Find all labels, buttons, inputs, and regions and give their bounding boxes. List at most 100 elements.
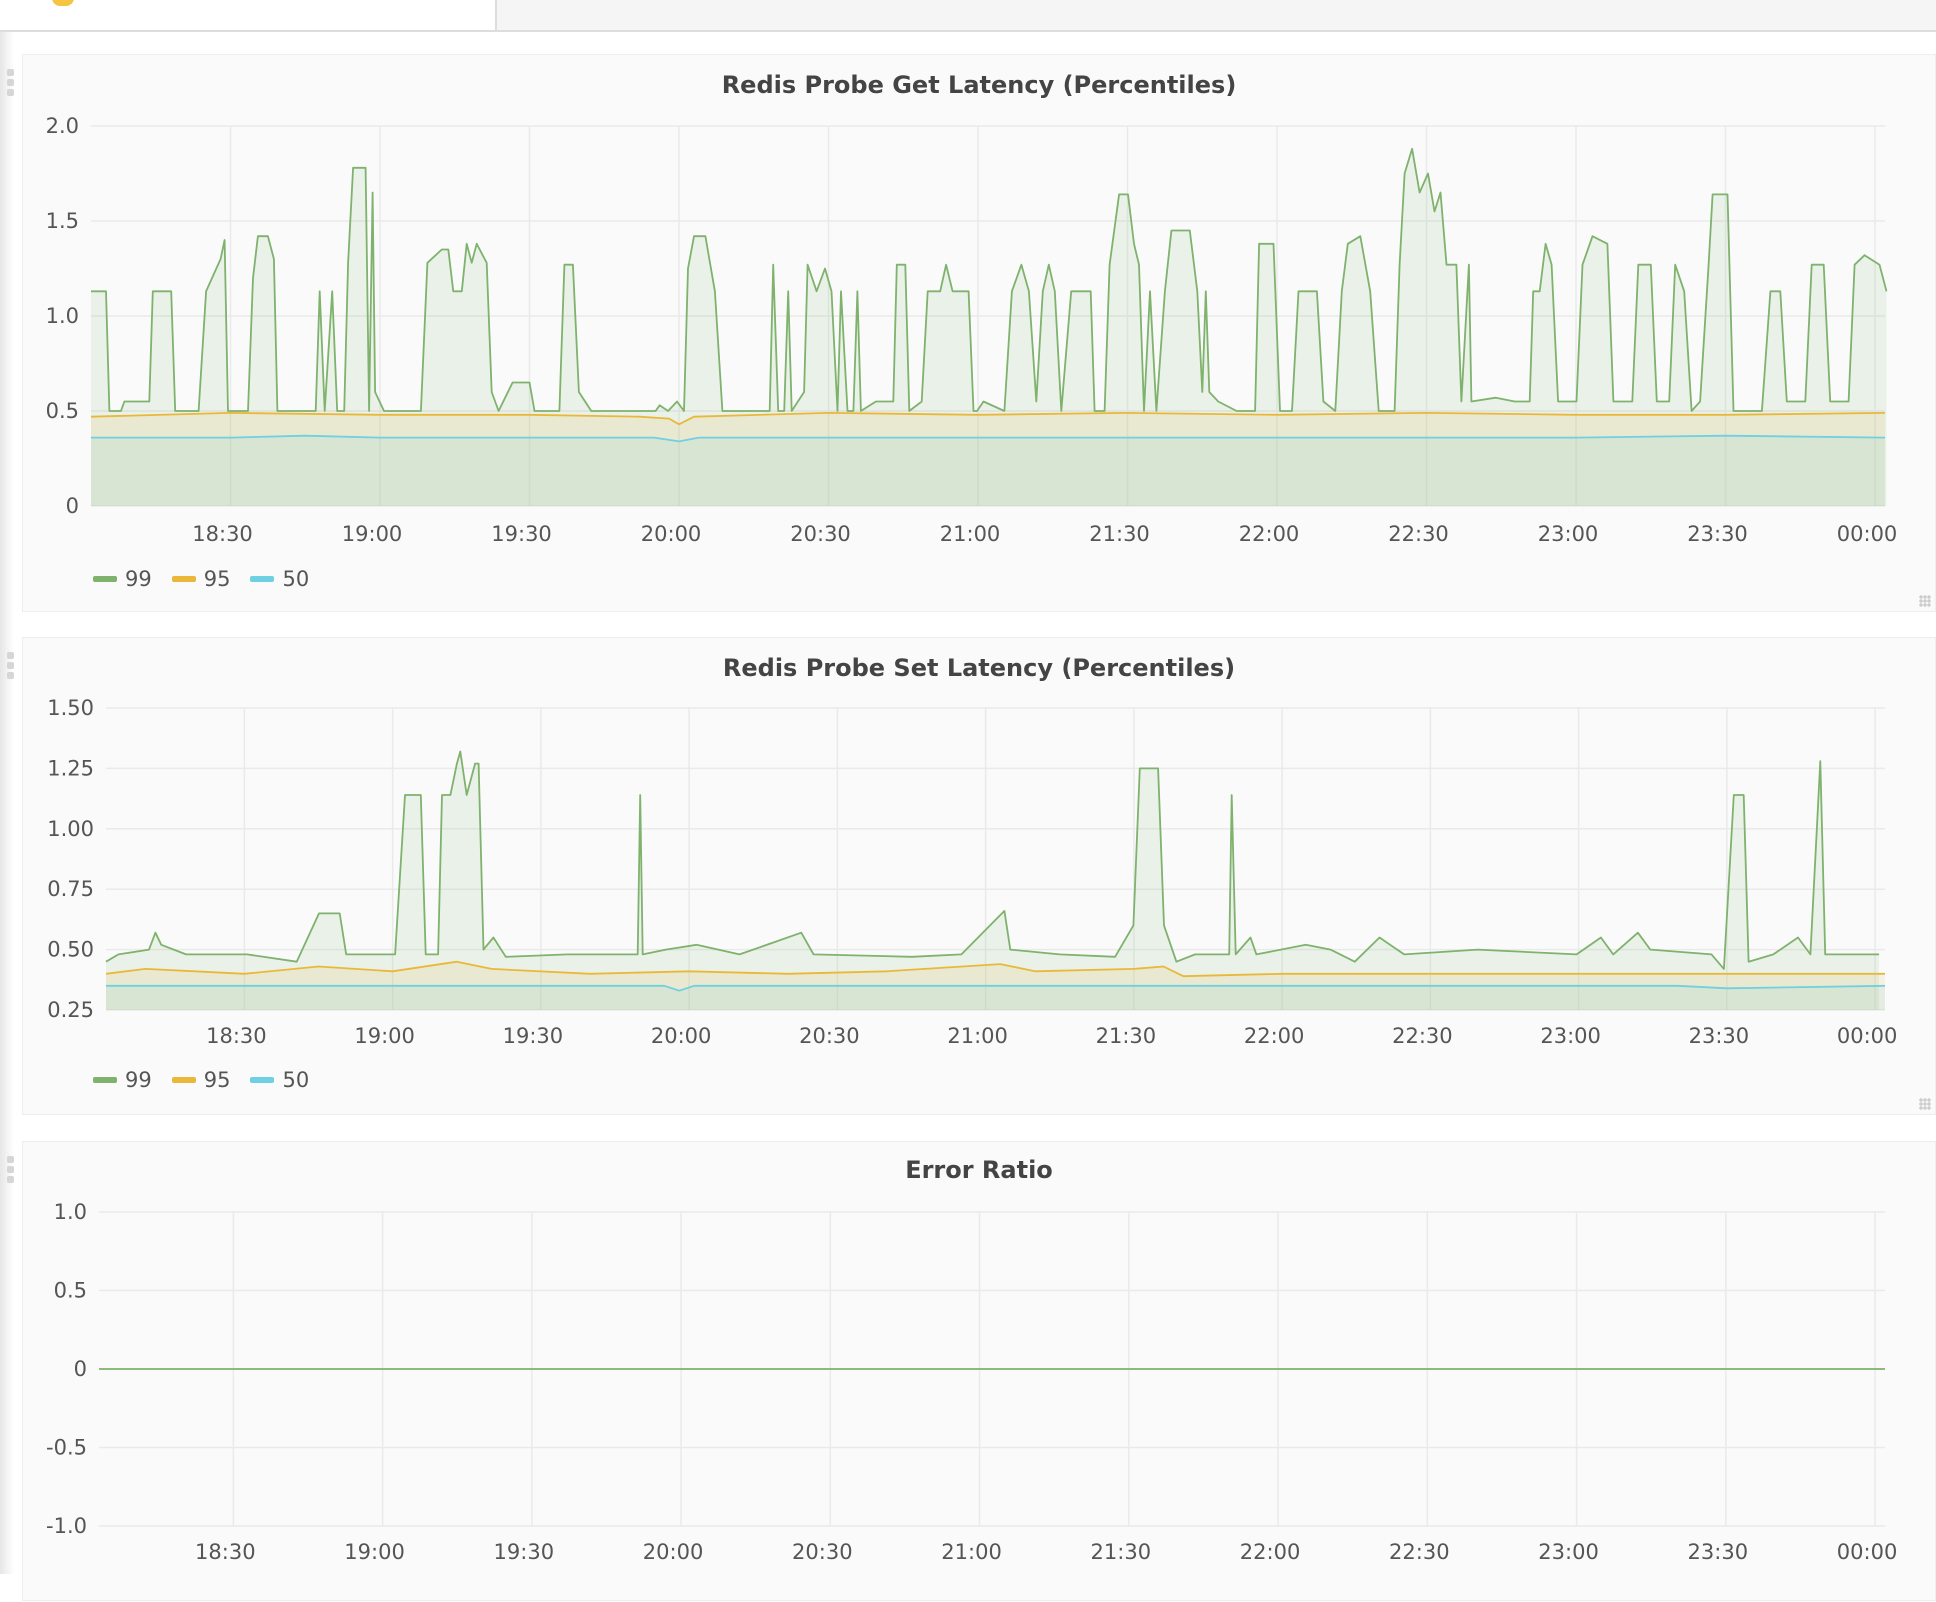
legend-label: 50 — [282, 1068, 310, 1092]
panel-resize-handle-icon[interactable] — [1919, 1098, 1931, 1110]
legend-swatch — [171, 576, 196, 582]
row-drag-handle-icon[interactable] — [7, 69, 14, 99]
legend-swatch — [171, 1077, 196, 1083]
series-99-line — [105, 750, 1880, 970]
y-tick-label: 0 — [74, 1357, 87, 1381]
x-tick-label: 22:00 — [1240, 1540, 1301, 1564]
x-tick-label: 20:00 — [643, 1540, 704, 1564]
x-tick-label: 22:30 — [1388, 522, 1449, 546]
panel-resize-handle-icon[interactable] — [1919, 595, 1931, 607]
legend-swatch — [250, 576, 275, 582]
legend-item-95[interactable]: 95 — [171, 1068, 231, 1092]
x-tick-label: 21:00 — [941, 1540, 1002, 1564]
x-tick-label: 22:30 — [1392, 1024, 1453, 1048]
series-99-area — [91, 148, 1887, 507]
legend-item-50[interactable]: 50 — [250, 1068, 309, 1092]
x-tick-label: 19:00 — [344, 1540, 405, 1564]
x-tick-label: 20:00 — [651, 1024, 712, 1048]
legend-item-95[interactable]: 95 — [171, 567, 231, 591]
series-95-area — [91, 412, 1885, 506]
y-tick-label: 1.00 — [47, 817, 94, 841]
x-tick-label: 19:30 — [494, 1540, 555, 1564]
x-tick-label: 19:30 — [491, 522, 552, 546]
panel-title[interactable]: Redis Probe Set Latency (Percentiles) — [722, 654, 1236, 682]
x-tick-label: 23:00 — [1540, 1024, 1601, 1048]
sidebar-edge — [0, 32, 14, 1574]
x-tick-label: 22:00 — [1239, 522, 1300, 546]
row-drag-handle-icon[interactable] — [7, 1156, 14, 1186]
series-50-line — [91, 434, 1886, 443]
y-tick-label: 1.25 — [47, 756, 94, 780]
x-tick-label: 21:30 — [1091, 1540, 1152, 1564]
y-tick-label: -1.0 — [46, 1514, 87, 1538]
x-tick-label: 20:30 — [792, 1540, 853, 1564]
legend-swatch — [250, 1077, 275, 1083]
error-ratio-panel: Error Ratio -1.0 -0.5 0 0.5 1.0 18:30 19:00 19:… — [7, 1141, 1936, 1601]
top-nav-bar — [0, 0, 1936, 32]
x-tick-label: 18:30 — [206, 1024, 267, 1048]
legend-label: 50 — [282, 567, 310, 591]
x-tick-label: 23:30 — [1688, 1540, 1749, 1564]
x-tick-label: 21:00 — [947, 1024, 1008, 1048]
home-menu-button[interactable] — [0, 0, 157, 30]
x-tick-label: 18:30 — [195, 1540, 256, 1564]
x-tick-label: 00:00 — [1837, 522, 1898, 546]
set-latency-panel: Redis Probe Set Latency (Percentiles) 0.… — [7, 637, 1936, 1115]
error-ratio-chart: -1.0 -0.5 0 0.5 1.0 18:30 19:00 19:30 20:00 20:30… — [46, 1200, 1898, 1564]
y-tick-label: 1.0 — [46, 304, 79, 328]
y-tick-label: 1.50 — [47, 696, 94, 720]
x-tick-label: 00:00 — [1837, 1540, 1898, 1564]
x-tick-label: 19:00 — [342, 522, 403, 546]
legend-label: 99 — [125, 567, 152, 591]
y-tick-label: 0.50 — [47, 938, 94, 962]
x-tick-label: 21:00 — [940, 522, 1001, 546]
grafana-logo-icon — [52, 0, 74, 6]
series-95-line — [90, 411, 1886, 426]
get-latency-chart: 0 0.5 1.0 1.5 2.0 18:30 19:00 19:30 20:00 20:30 21… — [46, 114, 1898, 546]
x-tick-label: 23:30 — [1687, 522, 1748, 546]
y-tick-label: 0.5 — [54, 1279, 87, 1303]
y-tick-label: 2.0 — [46, 114, 79, 138]
legend-swatch — [93, 1077, 117, 1083]
x-tick-label: 20:30 — [799, 1024, 860, 1048]
y-tick-label: 0 — [66, 494, 79, 518]
legend-item-99[interactable]: 99 — [93, 1068, 152, 1092]
series-95-line — [105, 960, 1885, 978]
x-tick-label: 22:00 — [1244, 1024, 1305, 1048]
x-tick-label: 23:30 — [1689, 1024, 1750, 1048]
legend-label: 95 — [203, 567, 231, 591]
x-tick-label: 20:00 — [641, 522, 702, 546]
x-tick-label: 21:30 — [1096, 1024, 1157, 1048]
series-99-line — [91, 147, 1888, 412]
series-50-line — [106, 984, 1886, 992]
x-tick-label: 22:30 — [1389, 1540, 1450, 1564]
row-drag-handle-icon[interactable] — [7, 652, 14, 682]
x-tick-label: 23:00 — [1538, 1540, 1599, 1564]
legend: 99 95 50 — [93, 567, 309, 591]
y-tick-label: 1.5 — [46, 209, 79, 233]
x-tick-label: 20:30 — [790, 522, 851, 546]
panel-title[interactable]: Redis Probe Get Latency (Percentiles) — [721, 71, 1237, 99]
dashboard-picker[interactable] — [155, 0, 497, 30]
legend: 99 95 50 — [93, 1068, 309, 1092]
x-tick-label: 18:30 — [192, 522, 253, 546]
legend-label: 95 — [203, 1068, 231, 1092]
series-50-area — [106, 985, 1885, 1010]
panel-title[interactable]: Error Ratio — [905, 1156, 1053, 1184]
series-99-area — [106, 751, 1880, 1010]
legend-item-50[interactable]: 50 — [250, 567, 309, 591]
x-tick-label: 00:00 — [1837, 1024, 1898, 1048]
y-tick-label: 0.25 — [47, 998, 94, 1022]
set-latency-chart: 0.25 0.50 0.75 1.00 1.25 1.50 18:30 19:00 19:30 2… — [47, 696, 1898, 1048]
x-tick-label: 21:30 — [1089, 522, 1150, 546]
y-tick-label: 0.75 — [47, 877, 94, 901]
y-tick-label: 1.0 — [54, 1200, 87, 1224]
x-tick-label: 19:00 — [354, 1024, 415, 1048]
legend-swatch — [93, 576, 117, 582]
y-tick-label: -0.5 — [46, 1436, 87, 1460]
series-50-area — [91, 435, 1885, 506]
x-tick-label: 23:00 — [1538, 522, 1599, 546]
x-tick-label: 19:30 — [503, 1024, 564, 1048]
legend-item-99[interactable]: 99 — [93, 567, 152, 591]
